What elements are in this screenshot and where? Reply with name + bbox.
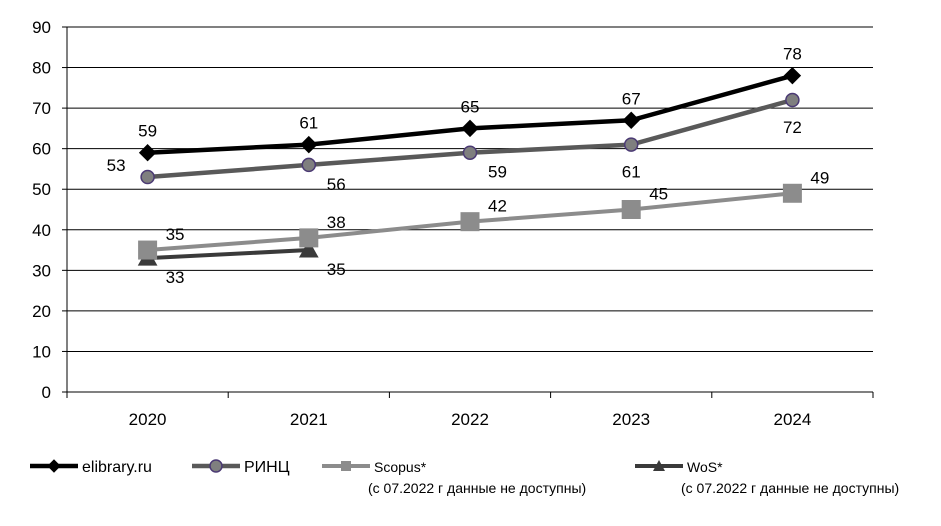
data-point-scopus: [460, 212, 480, 232]
data-label: 78: [783, 45, 802, 64]
diamond-icon: [47, 459, 61, 473]
data-label: 53: [107, 156, 126, 175]
data-point-wos: [298, 240, 319, 258]
data-labels: 59 61 65 67 78 53 56 59 61 72 35 38 42 45 49 33 35: [107, 45, 830, 287]
legend-label-elibrary: elibrary.ru: [82, 459, 152, 476]
data-label: 38: [327, 213, 346, 232]
data-point-rinc: [301, 157, 317, 173]
axes: [66, 27, 873, 393]
y-tick-label: 30: [32, 261, 51, 280]
data-label: 56: [327, 175, 346, 194]
circle-icon: [209, 459, 223, 473]
series-line-wos: [147, 248, 309, 261]
x-tick-label: 2021: [290, 410, 328, 429]
x-tick-label: 2024: [773, 410, 811, 429]
square-icon: [341, 461, 351, 471]
data-point-scopus: [138, 240, 158, 260]
legend: elibrary.ru РИНЦ Scopus* (с 07.2022 г данны…: [30, 459, 899, 496]
data-label: 61: [299, 114, 318, 133]
data-point-rinc: [140, 169, 155, 185]
data-label: 33: [166, 268, 185, 287]
data-point-rinc: [623, 137, 639, 152]
legend-note-wos: (с 07.2022 г данные не доступны): [681, 480, 899, 496]
data-point-rinc: [462, 145, 478, 160]
y-tick-label: 10: [32, 342, 51, 361]
data-point-elibrary: [783, 66, 802, 85]
data-label: 67: [622, 89, 641, 108]
data-label: 59: [488, 163, 507, 182]
data-point-scopus: [299, 228, 319, 248]
y-tick-label: 0: [42, 383, 51, 402]
y-tick-label: 80: [32, 59, 51, 78]
y-axis-ticks: 0 10 20 30 40 50 60 70 80 90: [32, 18, 67, 402]
series-group: [137, 66, 802, 266]
y-tick-label: 50: [32, 180, 51, 199]
x-tick-label: 2022: [451, 410, 489, 429]
data-label: 49: [810, 168, 829, 187]
y-tick-label: 40: [32, 221, 51, 240]
legend-label-rinc: РИНЦ: [244, 459, 290, 476]
y-tick-label: 20: [32, 302, 51, 321]
data-label: 45: [649, 185, 668, 204]
data-point-elibrary: [300, 135, 318, 154]
legend-label-scopus: Scopus*: [374, 459, 427, 475]
data-point-elibrary: [622, 111, 640, 129]
data-label: 35: [166, 225, 185, 244]
data-label: 59: [138, 122, 157, 141]
triangle-icon: [653, 460, 665, 471]
legend-label-wos: WoS*: [687, 459, 723, 475]
x-tick-label: 2023: [612, 410, 650, 429]
data-point-elibrary: [461, 119, 479, 138]
data-point-scopus: [621, 200, 641, 219]
y-tick-label: 60: [32, 140, 51, 159]
legend-note-scopus: (с 07.2022 г данные не доступны): [368, 480, 586, 496]
data-label: 35: [327, 260, 346, 279]
data-point-elibrary: [138, 144, 157, 162]
data-label: 65: [461, 97, 480, 116]
x-axis-ticks: 2020 2021 2022 2023 2024: [66, 392, 874, 429]
data-point-rinc: [785, 92, 800, 108]
y-tick-label: 90: [32, 18, 51, 37]
gridlines: [67, 26, 873, 352]
data-label: 72: [783, 118, 802, 137]
data-label: 42: [488, 197, 507, 216]
x-tick-label: 2020: [129, 410, 167, 429]
data-label: 61: [622, 163, 641, 182]
data-point-scopus: [782, 183, 802, 203]
y-tick-label: 70: [32, 99, 51, 118]
